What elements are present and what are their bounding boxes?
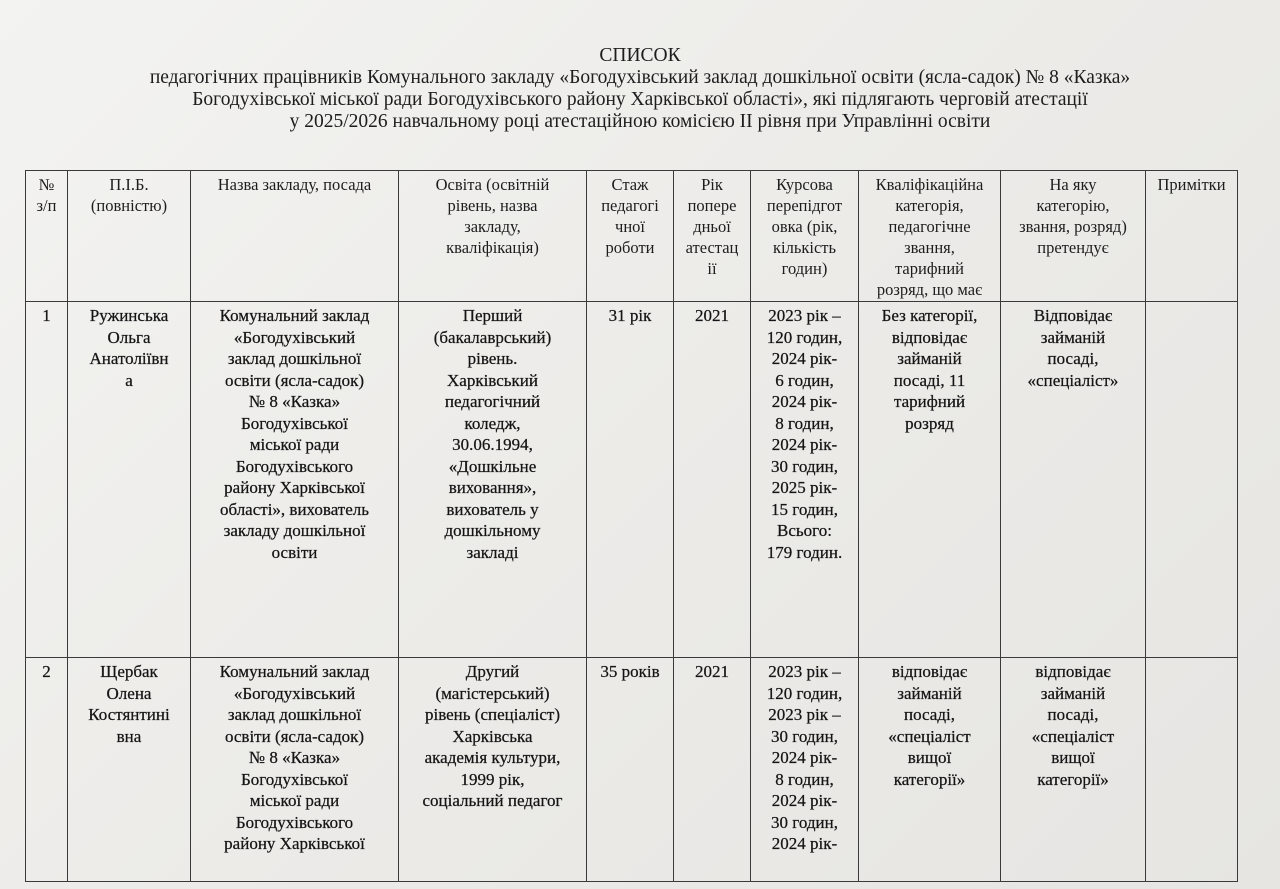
header-name: П.І.Б. (повністю) bbox=[67, 170, 191, 302]
header-notes: Примітки bbox=[1145, 170, 1238, 302]
cell-number: 2 bbox=[25, 657, 68, 882]
header-education: Освіта (освітній рівень, назва закладу, … bbox=[398, 170, 587, 302]
cell-name: Щербак Олена Костянтині вна bbox=[67, 657, 191, 882]
header-prev-year: Рік попере дньої атестац ії bbox=[673, 170, 751, 302]
cell-prev-year: 2021 bbox=[673, 301, 751, 658]
header-target: На яку категорію, звання, розряд) претен… bbox=[1000, 170, 1146, 302]
cell-experience: 35 років bbox=[586, 657, 674, 882]
cell-courses: 2023 рік – 120 годин, 2023 рік – 30 годи… bbox=[750, 657, 859, 882]
header-experience: Стаж педагогі чної роботи bbox=[586, 170, 674, 302]
title-line-1: педагогічних працівників Комунального за… bbox=[149, 67, 1131, 88]
cell-experience: 31 рік bbox=[586, 301, 674, 658]
cell-institution: Комунальний заклад «Богодухівський закла… bbox=[190, 301, 399, 658]
header-category: Кваліфікаційна категорія, педагогічне зв… bbox=[858, 170, 1001, 302]
header-number: № з/п bbox=[25, 170, 68, 302]
cell-notes bbox=[1145, 301, 1238, 658]
title-line-3: у 2025/2026 навчальному році атестаційно… bbox=[289, 111, 991, 132]
table-header-row: № з/п П.І.Б. (повністю) Назва закладу, п… bbox=[25, 170, 1238, 302]
cell-name: Ружинська Ольга Анатоліївн а bbox=[67, 301, 191, 658]
cell-education: Другий (магістерський) рівень (спеціаліс… bbox=[398, 657, 587, 882]
header-institution: Назва закладу, посада bbox=[190, 170, 399, 302]
document-title: СПИСОК педагогічних працівників Комуналь… bbox=[0, 45, 1280, 133]
table-row: 2 Щербак Олена Костянтині вна Комунальни… bbox=[25, 657, 1238, 882]
cell-category: відповідає займаній посаді, «спеціаліст … bbox=[858, 657, 1001, 882]
cell-courses: 2023 рік – 120 годин, 2024 рік- 6 годин,… bbox=[750, 301, 859, 658]
cell-education: Перший (бакалаврський) рівень. Харківськ… bbox=[398, 301, 587, 658]
attestation-table: № з/п П.І.Б. (повністю) Назва закладу, п… bbox=[25, 170, 1238, 882]
cell-number: 1 bbox=[25, 301, 68, 658]
cell-institution: Комунальний заклад «Богодухівський закла… bbox=[190, 657, 399, 882]
cell-target: відповідає займаній посаді, «спеціаліст … bbox=[1000, 657, 1146, 882]
table-row: 1 Ружинська Ольга Анатоліївн а Комунальн… bbox=[25, 301, 1238, 658]
title-line-2: Богодухівської міської ради Богодухівськ… bbox=[192, 89, 1088, 110]
header-courses: Курсова перепідгот овка (рік, кількість … bbox=[750, 170, 859, 302]
cell-prev-year: 2021 bbox=[673, 657, 751, 882]
title-heading: СПИСОК bbox=[599, 45, 681, 66]
cell-target: Відповідає займаній посаді, «спеціаліст» bbox=[1000, 301, 1146, 658]
cell-notes bbox=[1145, 657, 1238, 882]
cell-category: Без категорії, відповідає займаній посад… bbox=[858, 301, 1001, 658]
